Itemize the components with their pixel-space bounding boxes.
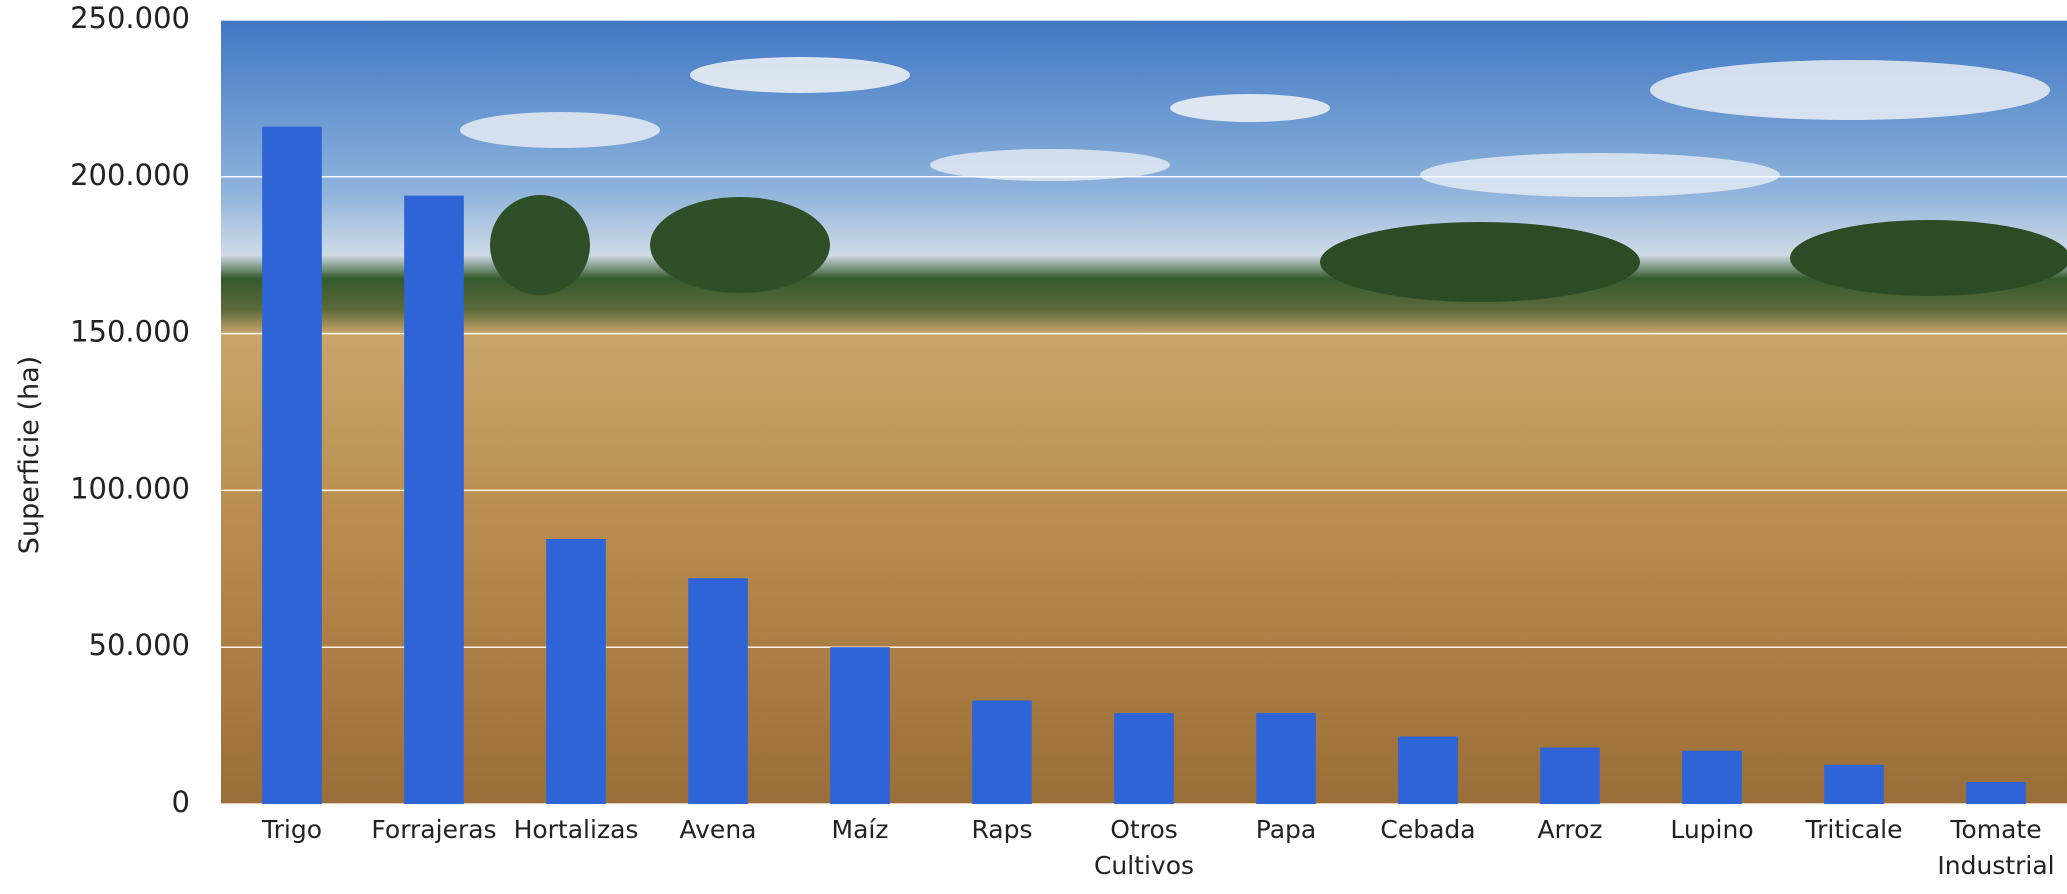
x-tick-label: Maíz	[831, 815, 889, 844]
y-axis-title: Superficie (ha)	[14, 356, 45, 554]
x-tick-label: Papa	[1255, 815, 1317, 844]
x-tick-label: Triticale	[1805, 815, 1903, 844]
x-tick-label: Forrajeras	[371, 815, 497, 844]
y-tick-label: 100.000	[70, 471, 190, 505]
x-tick-label: Trigo	[262, 815, 322, 844]
bar	[1824, 764, 1884, 804]
y-tick-label: 0	[172, 785, 190, 819]
bar	[1966, 782, 2026, 804]
bar	[262, 126, 322, 804]
x-tick-label: Arroz	[1537, 815, 1603, 844]
bar	[1398, 736, 1458, 804]
bar	[404, 195, 464, 805]
background-photo	[221, 20, 2067, 804]
x-tick-label: Hortalizas	[513, 815, 639, 844]
y-tick-label: 150.000	[70, 315, 190, 349]
x-tick-label: Raps	[971, 815, 1033, 844]
bar	[1256, 713, 1316, 804]
x-tick-label: Otros Cultivos	[1093, 815, 1195, 880]
y-tick-label: 200.000	[70, 158, 190, 192]
x-tick-label: Lupino	[1670, 815, 1754, 844]
bar	[972, 700, 1032, 804]
y-tick-label: 250.000	[70, 1, 190, 35]
bar	[1114, 713, 1174, 804]
bar	[1682, 750, 1742, 804]
y-tick-label: 50.000	[89, 628, 190, 662]
bar	[688, 578, 748, 804]
bar	[546, 539, 606, 804]
x-tick-label: Tomate Industrial	[1937, 815, 2055, 880]
x-tick-label: Avena	[679, 815, 757, 844]
x-tick-label: Cebada	[1380, 815, 1476, 844]
bar	[1540, 747, 1600, 804]
bar	[830, 647, 890, 804]
